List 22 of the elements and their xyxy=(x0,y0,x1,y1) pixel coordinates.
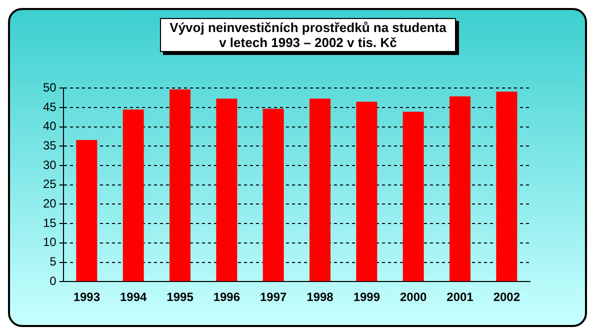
y-tick-label: 5 xyxy=(50,254,57,269)
x-tick-label: 2002 xyxy=(493,290,520,304)
x-tick-label: 1997 xyxy=(260,290,288,304)
y-tick-label: 40 xyxy=(42,119,57,134)
y-tick-label: 35 xyxy=(42,138,57,153)
x-tick-label: 1995 xyxy=(166,290,194,304)
y-tick-label: 20 xyxy=(42,196,57,211)
x-tick-label: 2000 xyxy=(400,290,428,304)
x-tick-label: 2001 xyxy=(446,290,474,304)
chart-title: Vývoj neinvestičních prostředků na studenta v letech 1993 – 2002 v tis. Kč xyxy=(160,18,456,52)
y-tick-label: 15 xyxy=(42,216,57,230)
y-tick-label: 30 xyxy=(42,158,57,172)
y-tick-label: 45 xyxy=(42,100,57,114)
y-tick-label: 0 xyxy=(50,274,57,288)
y-tick-label: 25 xyxy=(42,177,57,192)
y-tick-label: 10 xyxy=(42,235,57,250)
x-tick-label: 1996 xyxy=(213,290,240,304)
y-tick-label: 50 xyxy=(42,80,57,95)
x-tick-label: 1993 xyxy=(73,290,100,304)
x-tick-label: 1994 xyxy=(120,290,148,304)
x-tick-label: 1998 xyxy=(306,290,334,304)
x-tick-label: 1999 xyxy=(353,290,380,304)
